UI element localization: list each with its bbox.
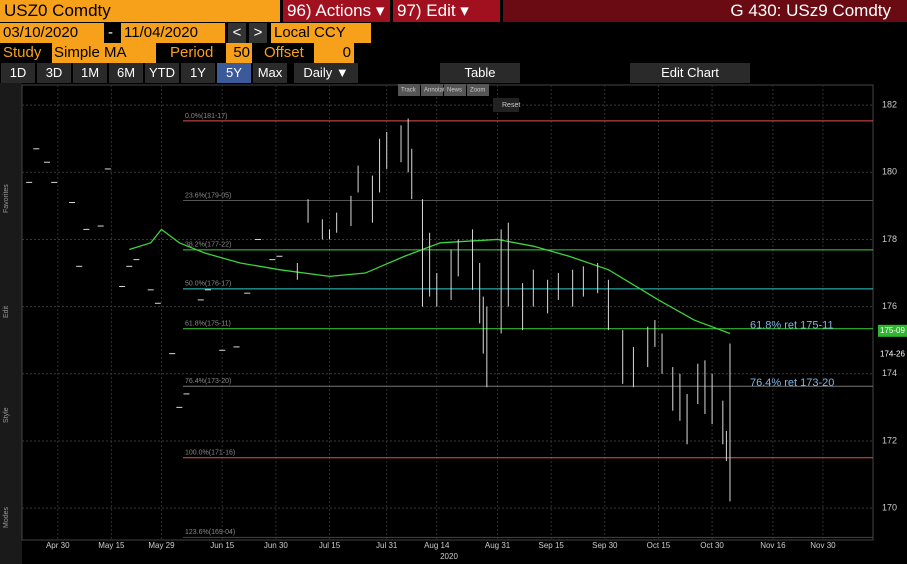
plot-area xyxy=(21,84,874,541)
currency[interactable]: Local CCY xyxy=(271,23,371,43)
security-field[interactable]: USZ0 Comdty xyxy=(0,0,280,22)
study[interactable]: Simple MA xyxy=(52,43,156,63)
moving-average xyxy=(129,228,731,335)
overlay-tool-label: News xyxy=(447,88,462,94)
y-tick-label: 170 xyxy=(882,502,897,512)
reset-label[interactable]: Reset xyxy=(502,102,520,109)
y-tick-label: 174 xyxy=(882,368,897,378)
y-tick-label: 182 xyxy=(882,100,897,110)
range-button[interactable]: 3D xyxy=(37,63,71,83)
overlay-tool-label: Track xyxy=(401,88,417,94)
offset-label: Offset xyxy=(264,44,304,61)
last-price-label: 174-26 xyxy=(880,350,905,359)
edit-menu[interactable]: 97) Edit ▾ xyxy=(393,0,500,22)
left-toolbar xyxy=(0,83,22,564)
dash: - xyxy=(108,24,113,41)
fib-label: 61.8%(175-11) xyxy=(185,321,231,328)
x-tick-label: Sep 15 xyxy=(539,541,565,550)
fib-label: 50.0%(176-17) xyxy=(185,281,231,288)
start-date[interactable]: 03/10/2020 xyxy=(0,23,104,43)
prev[interactable]: < xyxy=(228,23,246,43)
x-tick-label: Oct 15 xyxy=(647,541,671,550)
x-tick-label: Jun 30 xyxy=(264,541,289,550)
x-tick-label: Aug 14 xyxy=(424,541,450,550)
table-button[interactable]: Table xyxy=(440,63,520,83)
side-label: Modes xyxy=(3,506,10,528)
period[interactable]: 50 xyxy=(226,43,252,63)
overlay-tool xyxy=(444,84,466,96)
frequency[interactable]: Daily ▼ xyxy=(294,63,358,83)
next[interactable]: > xyxy=(249,23,267,43)
x-tick-label: Aug 31 xyxy=(485,541,511,550)
edit-chart-button[interactable]: Edit Chart xyxy=(630,63,750,83)
window-title: G 430: USz9 Comdty xyxy=(503,0,907,22)
y-tick-label: 180 xyxy=(882,167,897,177)
overlay-tool-label: Zoom xyxy=(470,88,485,94)
annotation: 76.4% ret 173-20 xyxy=(750,377,834,389)
period-label: Period xyxy=(170,44,214,61)
x-tick-label: Jul 31 xyxy=(376,541,398,550)
x-tick-label: Sep 30 xyxy=(592,541,618,550)
x-tick-label: Nov 16 xyxy=(760,541,786,550)
fib-label: 100.0%(171-16) xyxy=(185,450,235,457)
fib-label: 0.0%(181-17) xyxy=(185,113,227,120)
range-button[interactable]: 1M xyxy=(73,63,107,83)
side-label: Favorites xyxy=(3,184,10,213)
actions-menu[interactable]: 96) Actions ▾ xyxy=(283,0,390,22)
overlay-tool xyxy=(421,84,443,96)
fib-label: 123.6%(169-04) xyxy=(185,529,235,536)
y-tick-label: 178 xyxy=(882,234,897,244)
side-label: Edit xyxy=(3,306,10,318)
fib-label: 23.6%(179-05) xyxy=(185,192,231,199)
offset[interactable]: 0 xyxy=(314,43,354,63)
x-tick-label: May 29 xyxy=(148,541,175,550)
x-tick-label: Apr 30 xyxy=(46,541,70,550)
range-button[interactable]: YTD xyxy=(145,63,179,83)
reset-button xyxy=(493,98,519,112)
annotation: 61.8% ret 175-11 xyxy=(750,320,834,332)
overlay-tool xyxy=(398,84,420,96)
end-date[interactable]: 11/04/2020 xyxy=(121,23,225,43)
y-tick-label: 172 xyxy=(882,435,897,445)
chart: 170 172 174 176 178 180 182 Apr 30 May 15 May 29 J… xyxy=(0,83,907,564)
range-button[interactable]: 1D xyxy=(1,63,35,83)
range-button[interactable]: Max xyxy=(253,63,287,83)
range-button[interactable]: 5Y xyxy=(217,63,251,83)
x-tick-label: Jun 15 xyxy=(210,541,235,550)
overlay-tool-label: Annotate xyxy=(424,88,449,94)
overlay-tool xyxy=(467,84,489,96)
range-button[interactable]: 6M xyxy=(109,63,143,83)
side-label: Style xyxy=(3,407,10,423)
x-tick-label: Oct 30 xyxy=(700,541,724,550)
fib-label: 76.4%(173-20) xyxy=(185,378,231,385)
x-tick-label: Jul 15 xyxy=(319,541,341,550)
last-price-badge xyxy=(878,348,907,361)
last-price-label: 175-09 xyxy=(880,326,905,335)
range-button[interactable]: 1Y xyxy=(181,63,215,83)
study-label: Study xyxy=(3,44,42,61)
x-axis-year: 2020 xyxy=(440,552,458,561)
x-tick-label: Nov 30 xyxy=(810,541,836,550)
last-price-badge xyxy=(878,324,907,337)
y-tick-label: 176 xyxy=(882,301,897,311)
x-tick-label: May 15 xyxy=(98,541,125,550)
fib-label: 38.2%(177-22) xyxy=(185,242,231,249)
